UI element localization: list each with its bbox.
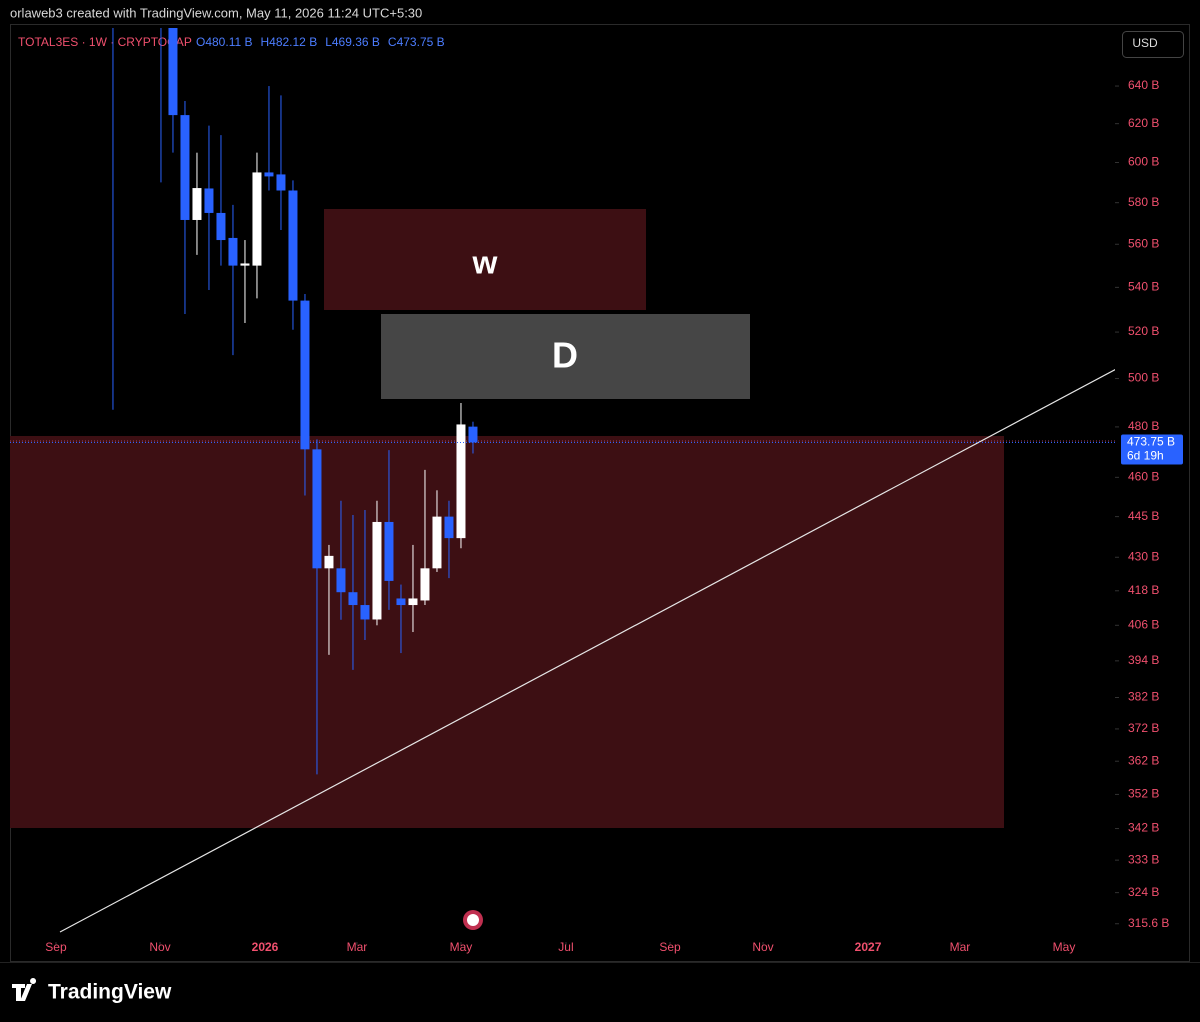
candle-body xyxy=(276,174,286,191)
price-label: 473.75 B xyxy=(1127,435,1175,449)
candle-body xyxy=(228,237,238,266)
y-tick-label: 600 B xyxy=(1128,155,1159,169)
y-tick-label: 500 B xyxy=(1128,371,1159,385)
candle-body xyxy=(180,115,190,220)
y-tick-label: 460 B xyxy=(1128,470,1159,484)
x-tick-label: Sep xyxy=(45,940,67,954)
y-tick-label: 342 B xyxy=(1128,821,1159,835)
y-tick-label: 372 B xyxy=(1128,721,1159,735)
y-tick-label: 430 B xyxy=(1128,549,1159,563)
candle-body xyxy=(300,300,310,450)
x-tick-label: May xyxy=(1053,940,1076,954)
y-tick-label: 406 B xyxy=(1128,617,1159,631)
x-tick-label: Jul xyxy=(558,940,573,954)
candle-body xyxy=(252,172,262,266)
annotation: D xyxy=(552,335,578,376)
candle-body xyxy=(468,426,478,443)
y-tick-label: 640 B xyxy=(1128,78,1159,92)
y-tick-label: 418 B xyxy=(1128,583,1159,597)
candle-body xyxy=(204,188,214,213)
candle-body xyxy=(348,592,358,606)
candles xyxy=(112,28,478,775)
candle-body xyxy=(168,28,178,116)
currency[interactable]: USD xyxy=(1132,36,1158,50)
legend-value: O480.11 B xyxy=(196,35,252,49)
x-tick-label: Mar xyxy=(950,940,971,954)
x-tick-label: Nov xyxy=(752,940,773,954)
y-tick-label: 620 B xyxy=(1128,116,1159,130)
legend-value: H482.12 B xyxy=(260,35,317,49)
brand: TradingView xyxy=(48,981,172,1004)
y-tick-label: 520 B xyxy=(1128,324,1159,338)
x-tick-label: Sep xyxy=(659,940,681,954)
logo-icon xyxy=(12,978,37,1001)
zone xyxy=(10,436,1004,828)
legend-value: C473.75 B xyxy=(388,35,445,49)
y-tick-label: 540 B xyxy=(1128,280,1159,294)
candle-body xyxy=(384,521,394,581)
drawings xyxy=(10,209,1115,933)
candle-body xyxy=(240,263,250,266)
header: orlaweb3 created with TradingView.com, M… xyxy=(10,5,422,20)
candle-body xyxy=(396,598,406,606)
candle-body xyxy=(192,188,202,220)
candle-body xyxy=(336,568,346,593)
candle-body xyxy=(420,568,430,601)
countdown: 6d 19h xyxy=(1127,449,1164,463)
y-tick-label: 445 B xyxy=(1128,509,1159,523)
y-tick-label: 324 B xyxy=(1128,885,1159,899)
x-tick-label: 2026 xyxy=(252,940,279,954)
y-tick-label: 333 B xyxy=(1128,852,1159,866)
y-tick-label: 362 B xyxy=(1128,753,1159,767)
trend-line xyxy=(59,368,1115,933)
legend-value: L469.36 B xyxy=(325,35,380,49)
candle-body xyxy=(408,598,418,606)
y-tick-label: 382 B xyxy=(1128,690,1159,704)
zone-d xyxy=(381,314,750,399)
candle-body xyxy=(372,521,382,620)
candle-body xyxy=(444,516,454,539)
y-tick-label: 394 B xyxy=(1128,653,1159,667)
candle-body xyxy=(216,212,226,241)
candle-body xyxy=(288,190,298,301)
x-tick-label: Nov xyxy=(149,940,170,954)
x-tick-label: Mar xyxy=(347,940,368,954)
candle-body xyxy=(432,516,442,569)
x-tick-label: 2027 xyxy=(855,940,882,954)
candle-body xyxy=(324,555,334,569)
y-tick-label: 315.6 B xyxy=(1128,916,1169,930)
event-icon-inner xyxy=(467,914,479,926)
currency-button[interactable] xyxy=(1122,31,1184,58)
x-tick-label: May xyxy=(450,940,473,954)
candle-body xyxy=(360,605,370,620)
y-tick-label: 560 B xyxy=(1128,236,1159,250)
symbol: TOTAL3ES · 1W · CRYPTOCAP xyxy=(18,35,192,49)
y-tick-label: 352 B xyxy=(1128,787,1159,801)
candle-body xyxy=(312,449,322,569)
candle-body xyxy=(264,172,274,177)
annotation: w xyxy=(472,244,498,280)
candle-body xyxy=(456,424,466,539)
zone-w xyxy=(324,209,646,310)
y-tick-label: 480 B xyxy=(1128,419,1159,433)
price-label-box xyxy=(1121,434,1183,465)
y-tick-label: 580 B xyxy=(1128,195,1159,209)
